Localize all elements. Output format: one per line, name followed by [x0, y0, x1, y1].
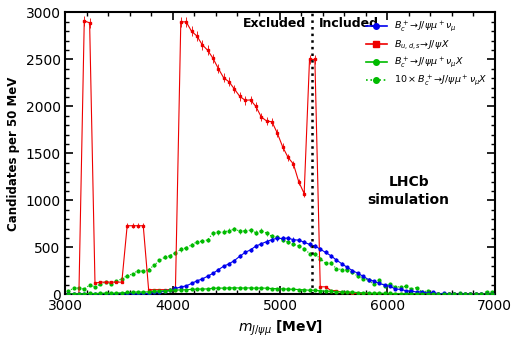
Text: LHCb
simulation: LHCb simulation: [368, 175, 450, 207]
Text: Included: Included: [319, 17, 379, 30]
Text: Excluded: Excluded: [242, 17, 306, 30]
Y-axis label: Candidates per 50 MeV: Candidates per 50 MeV: [7, 76, 20, 230]
Legend: $B_c^+\!\to\! J/\psi\mu^+\nu_\mu$, $B_{u,d,s}\!\to\! J/\psi\, X$, $B_c^+\!\to\! : $B_c^+\!\to\! J/\psi\mu^+\nu_\mu$, $B_{u…: [362, 16, 491, 92]
X-axis label: $m_{J/\psi\mu}$ [MeV]: $m_{J/\psi\mu}$ [MeV]: [238, 319, 322, 338]
